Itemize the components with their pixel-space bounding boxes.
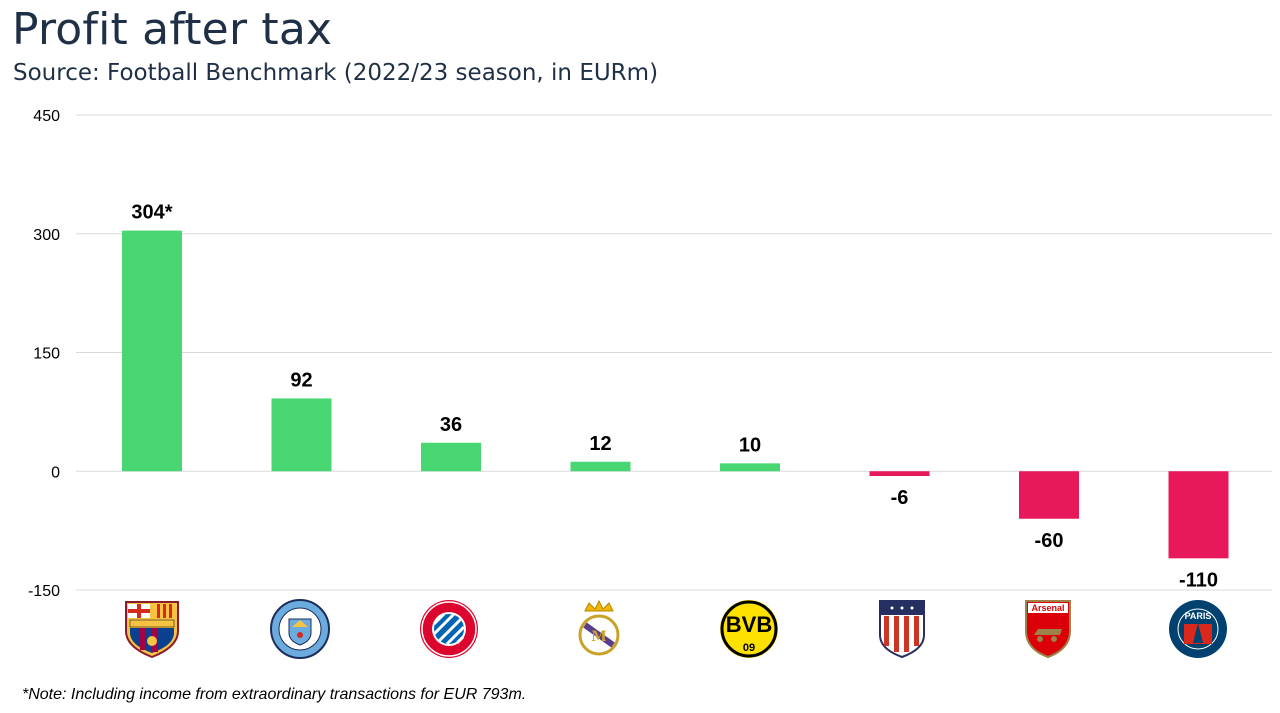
data-label: 304*	[131, 202, 172, 224]
borussia-dortmund-crest-icon: BVB 09	[720, 600, 778, 658]
data-label: 10	[739, 434, 761, 456]
chart-subtitle: Source: Football Benchmark (2022/23 seas…	[13, 60, 659, 86]
chart-title: Profit after tax	[12, 4, 333, 55]
data-label: -60	[1035, 530, 1064, 552]
data-label: 92	[290, 369, 312, 391]
data-label: -110	[1179, 569, 1218, 591]
data-label: 36	[440, 414, 462, 436]
fc-barcelona-crest-icon	[125, 601, 179, 659]
bar	[570, 461, 631, 472]
bar	[1019, 471, 1079, 519]
svg-text:BVB: BVB	[726, 612, 772, 637]
y-tick-label: -150	[28, 583, 60, 600]
data-label: -6	[891, 487, 909, 509]
bar	[421, 442, 481, 472]
y-tick-label: 0	[51, 464, 60, 481]
psg-crest-icon: PARIS	[1169, 600, 1227, 658]
real-madrid-crest-icon: M	[578, 599, 620, 656]
svg-text:M: M	[591, 629, 607, 645]
y-tick-label: 150	[33, 346, 60, 363]
data-label: 12	[589, 433, 611, 455]
footnote: *Note: Including income from extraordina…	[22, 686, 527, 703]
y-tick-label: 300	[33, 227, 60, 244]
y-tick-label: 450	[33, 108, 60, 125]
bar	[122, 230, 182, 472]
bar	[720, 463, 780, 472]
atletico-madrid-crest-icon	[879, 600, 925, 659]
svg-text:09: 09	[743, 642, 755, 654]
svg-text:PARIS: PARIS	[1185, 611, 1212, 621]
arsenal-crest-icon: Arsenal	[1025, 600, 1071, 659]
bar	[869, 471, 930, 476]
fc-bayern-crest-icon	[420, 600, 478, 658]
svg-text:Arsenal: Arsenal	[1031, 603, 1064, 613]
bar	[271, 398, 332, 472]
manchester-city-crest-icon	[270, 599, 330, 659]
bar	[1168, 471, 1229, 559]
